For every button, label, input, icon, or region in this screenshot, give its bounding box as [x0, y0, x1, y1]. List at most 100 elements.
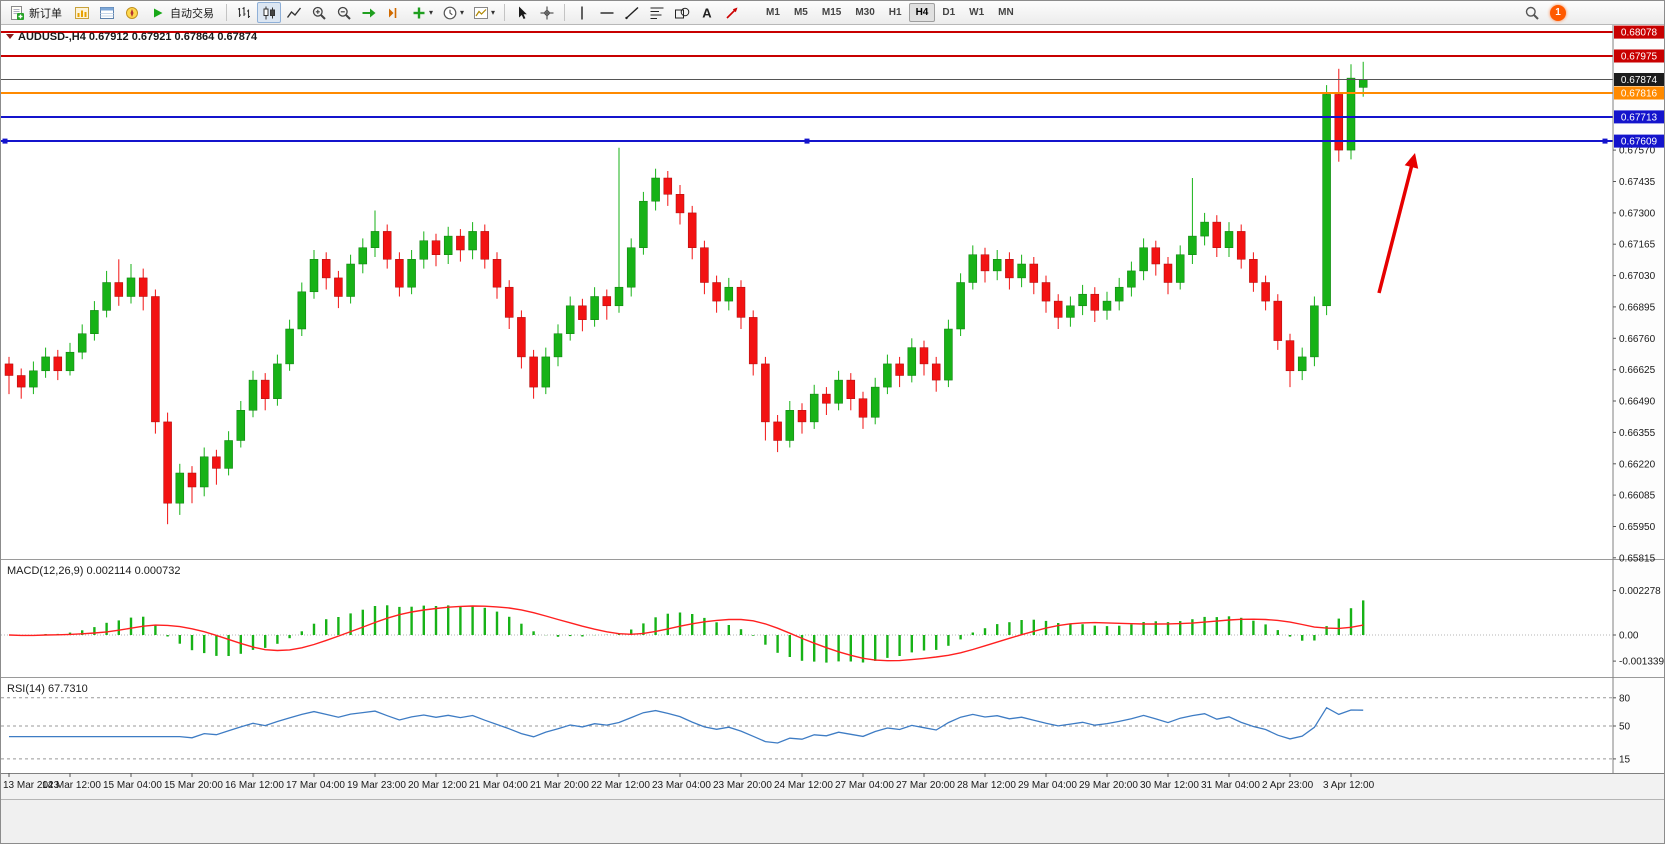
price-tick-label: 0.66760 [1619, 334, 1656, 345]
chart-window[interactable]: 0.67570 0.67435 0.67300 0.67165 0.67030 0.668… [1, 25, 1665, 799]
navigator-icon [126, 6, 138, 19]
line-chart-icon [286, 7, 302, 18]
time-tick-label: 15 Mar 20:00 [164, 780, 223, 791]
timeframe-W1-button[interactable]: W1 [969, 7, 985, 18]
chart-menu-icon[interactable] [6, 34, 14, 39]
price-axis[interactable] [1613, 25, 1665, 773]
window-bottom-strip [1, 799, 1664, 843]
auto-trading-button[interactable]: 自动交易 [145, 2, 221, 23]
fibonacci-tool-button[interactable] [645, 2, 669, 23]
rsi-line [9, 706, 1364, 744]
timeframe-MN-button[interactable]: MN [998, 7, 1014, 18]
time-tick-label: 13 Mar 2023 [3, 780, 60, 791]
timeframe-H4-button[interactable]: H4 [908, 3, 936, 22]
templates-icon [474, 6, 489, 19]
cursor-icon [519, 6, 527, 19]
toolbar-right-group: 1 [1520, 2, 1566, 23]
price-axis-labels: 0.67570 0.67435 0.67300 0.67165 0.67030 0.668… [1613, 146, 1656, 564]
price-tick-label: 0.67030 [1619, 271, 1656, 282]
price-tick-label: 0.67165 [1619, 240, 1656, 251]
price-tick-label: 0.66220 [1619, 459, 1656, 470]
line-handle[interactable] [1602, 138, 1608, 144]
dropdown-caret-icon: ▾ [460, 7, 465, 17]
crosshair-button[interactable] [535, 2, 559, 23]
price-label-0.67713: 0.67713 [1614, 110, 1664, 124]
svg-text:0.68078: 0.68078 [1621, 28, 1658, 39]
auto-scroll-button[interactable] [357, 2, 381, 23]
timeframe-M1-button[interactable]: M1 [766, 7, 780, 18]
line-handle[interactable] [804, 138, 810, 144]
auto-trading-label: 自动交易 [170, 7, 214, 20]
timeframe-M5-button[interactable]: M5 [793, 7, 808, 18]
main-chart-pane[interactable] [1, 25, 1613, 559]
templates-button[interactable]: ▾ [469, 2, 499, 23]
rsi-level-label: 15 [1619, 754, 1631, 765]
timeframe-H1-button[interactable]: H1 [888, 7, 902, 18]
trend-arrow-annotation[interactable] [1377, 153, 1419, 294]
new-order-button[interactable]: 新订单 [4, 2, 69, 23]
time-tick-label: 23 Mar 20:00 [713, 780, 772, 791]
rsi-label: RSI(14) 67.7310 [7, 683, 88, 695]
market-watch-button[interactable] [70, 2, 94, 23]
toolbar-separator [564, 4, 566, 21]
chart-shift-icon [389, 7, 397, 18]
line-handle[interactable] [2, 138, 8, 144]
time-tick-label: 14 Mar 12:00 [42, 780, 101, 791]
crosshair-icon [540, 6, 554, 19]
price-tick-label: 0.66625 [1619, 365, 1656, 376]
vline-tool-button[interactable] [570, 2, 594, 23]
time-tick-label: 2 Apr 23:00 [1262, 780, 1314, 791]
shapes-tool-button[interactable] [670, 2, 694, 23]
market-watch-icon [75, 6, 89, 19]
chart-canvas[interactable]: 0.67570 0.67435 0.67300 0.67165 0.67030 0.668… [1, 25, 1665, 799]
search-button[interactable] [1520, 2, 1544, 23]
macd-axis-label: 0.00 [1619, 631, 1639, 642]
bar-chart-button[interactable] [232, 2, 256, 23]
notification-badge[interactable]: 1 [1550, 4, 1566, 21]
macd-label: MACD(12,26,9) 0.002114 0.000732 [7, 565, 180, 577]
price-tick-label: 0.66895 [1619, 302, 1656, 313]
search-icon [1525, 6, 1539, 20]
data-window-button[interactable] [95, 2, 119, 23]
data-window-icon [100, 6, 114, 19]
svg-text:0.67975: 0.67975 [1621, 52, 1658, 63]
indicators-button[interactable]: ▾ [407, 2, 437, 23]
main-toolbar: 新订单 自动交易 ▾ ▾ ▾ A M1 M5 M15 M30 H1 H4 D1 W1 MN 1 [1, 1, 1664, 25]
arrows-tool-button[interactable] [720, 2, 744, 23]
periods-button[interactable]: ▾ [438, 2, 468, 23]
chart-shift-button[interactable] [382, 2, 406, 23]
cursor-button[interactable] [510, 2, 534, 23]
time-axis[interactable] [1, 773, 1665, 799]
time-tick-label: 21 Mar 20:00 [530, 780, 589, 791]
price-label-0.68078: 0.68078 [1614, 25, 1664, 39]
navigator-button[interactable] [120, 2, 144, 23]
trendline-tool-button[interactable] [620, 2, 644, 23]
toolbar-separator [504, 4, 506, 21]
chart-header: AUDUSD-,H4 0.67912 0.67921 0.67864 0.678… [18, 31, 258, 43]
hline-tool-button[interactable] [595, 2, 619, 23]
rsi-level-label: 50 [1619, 722, 1631, 733]
auto-scroll-icon [362, 8, 376, 17]
macd-axis-label: -0.001339 [1619, 657, 1664, 668]
time-tick-label: 28 Mar 12:00 [957, 780, 1016, 791]
macd-pane[interactable] [1, 561, 1613, 677]
zoom-out-button[interactable] [332, 2, 356, 23]
vline-icon [581, 6, 583, 19]
time-tick-label: 3 Apr 12:00 [1323, 780, 1375, 791]
zoom-in-button[interactable] [307, 2, 331, 23]
price-label-0.67609: 0.67609 [1614, 134, 1664, 148]
text-tool-button[interactable]: A [695, 2, 719, 23]
new-order-label: 新订单 [29, 7, 62, 20]
price-label-0.67975: 0.67975 [1614, 49, 1664, 63]
trendline-icon [625, 6, 639, 19]
time-tick-label: 15 Mar 04:00 [103, 780, 162, 791]
bar-chart-icon [238, 6, 250, 18]
timeframe-M15-button[interactable]: M15 [821, 7, 842, 18]
candlestick-button[interactable] [257, 2, 281, 23]
dropdown-caret-icon: ▾ [429, 7, 434, 17]
timeframe-D1-button[interactable]: D1 [942, 7, 956, 18]
line-chart-button[interactable] [282, 2, 306, 23]
fibonacci-icon [650, 7, 664, 19]
timeframe-M30-button[interactable]: M30 [855, 7, 875, 18]
